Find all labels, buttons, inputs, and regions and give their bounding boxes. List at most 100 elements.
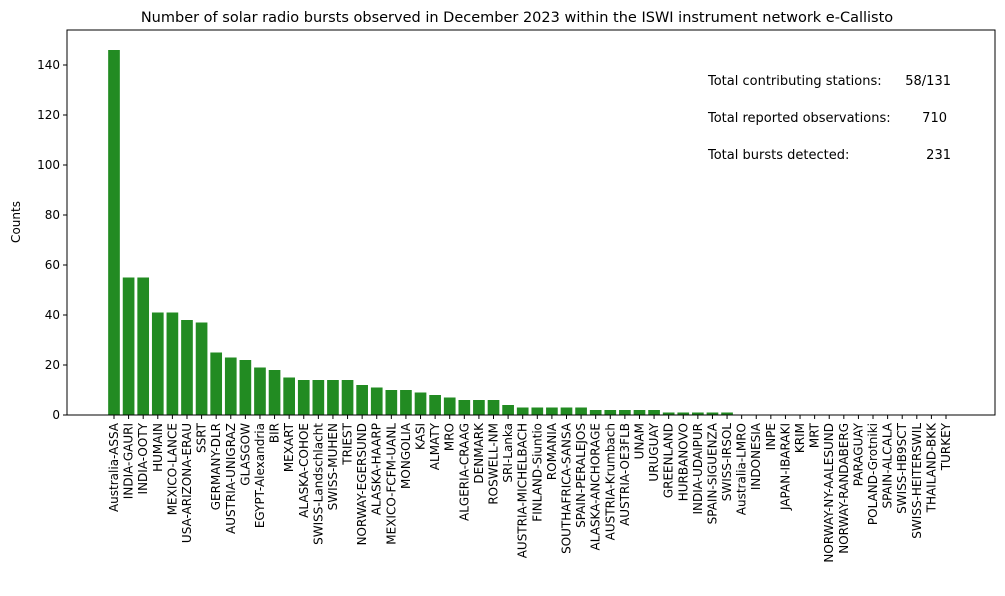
x-tick-label: ROSWELL-NM <box>487 423 501 505</box>
x-tick-label: GREENLAND <box>662 423 676 498</box>
bar-alaska-anchorage <box>589 410 602 415</box>
x-tick-label: MRO <box>443 423 457 451</box>
x-tick-label: MEXICO-FCFM-UANL <box>384 423 398 545</box>
bar-ssrt <box>195 322 208 415</box>
y-tick-label: 140 <box>37 58 60 72</box>
bar-spain-peralejos <box>575 407 587 415</box>
y-tick-label: 80 <box>45 208 60 222</box>
x-tick-label: GLASGOW <box>238 423 252 486</box>
x-tick-label: ALASKA-ANCHORAGE <box>589 423 603 550</box>
x-tick-label: SRI-Lanka <box>501 423 515 483</box>
x-tick-label: Australia-ASSA <box>107 422 121 512</box>
x-tick-label: SWISS-Landschlacht <box>311 423 325 545</box>
stat-stations-value: 58/131 <box>905 74 951 89</box>
x-tick-label: AUSTRIA-UNIGRAZ <box>224 423 238 534</box>
bar-roswell-nm <box>487 400 500 415</box>
chart-title: Number of solar radio bursts observed in… <box>141 10 893 26</box>
x-tick-label: AUSTRIA-MICHELBACH <box>516 423 530 558</box>
bar-almaty <box>429 395 441 415</box>
x-tick-label: Australia-LMRO <box>735 423 749 515</box>
bar-mexart <box>283 377 295 415</box>
bar-austria-krumbach <box>604 410 617 415</box>
bar-sri-lanka <box>502 405 514 415</box>
x-tick-label: URUGUAY <box>647 422 661 481</box>
bar-india-ooty <box>137 277 150 415</box>
bar-mro <box>443 397 456 415</box>
x-tick-label: MONGOLIA <box>399 422 413 489</box>
x-tick-label: SPAIN-ALCALA <box>881 422 895 508</box>
bar-austria-michelbach <box>516 407 529 415</box>
stat-observations-value: 710 <box>922 111 947 126</box>
bar-india-gauri <box>122 277 135 415</box>
bar-austria-unigraz <box>224 357 237 415</box>
bar-unam <box>633 410 646 415</box>
x-tick-label: AUSTRIA-Krumbach <box>603 423 617 540</box>
x-tick-label: AUSTRIA-OE3FLB <box>618 423 632 526</box>
x-tick-label: KRIM <box>793 423 807 453</box>
stats-box: Total contributing stations: 58/131 Tota… <box>707 74 951 163</box>
y-axis-label: Counts <box>9 201 23 243</box>
x-tick-label: INDIA-UDAIPUR <box>691 423 705 515</box>
bar-greenland <box>662 412 675 415</box>
bar-mexico-fcfm-uanl <box>385 390 398 415</box>
x-tick-label: ALMATY <box>428 422 442 470</box>
y-tick-label: 0 <box>52 408 60 422</box>
bars-group <box>108 50 733 415</box>
y-axis: 0 20 40 60 80 100 120 140 <box>37 58 67 422</box>
bar-uruguay <box>648 410 660 415</box>
y-tick-label: 20 <box>45 358 60 372</box>
bar-austria-oe3flb <box>619 410 631 415</box>
x-tick-label: KASI <box>414 423 428 450</box>
x-tick-label: POLAND-Grotniki <box>866 423 880 525</box>
x-tick-label: ALASKA-HAARP <box>370 423 384 515</box>
bar-denmark <box>473 400 485 415</box>
x-tick-label: NORWAY-EGERSUND <box>355 423 369 545</box>
stat-stations-label: Total contributing stations: <box>707 74 882 89</box>
x-tick-label: EGYPT-Alexandria <box>253 423 267 528</box>
bar-spain-siguenza <box>706 412 719 415</box>
x-tick-label: SWISS-HB9SCT <box>895 422 909 513</box>
x-tick-label: SWISS-HEITERSWIL <box>910 423 924 539</box>
x-tick-label: THAILAND-BKK <box>924 422 938 513</box>
x-tick-label: ALASKA-COHOE <box>297 423 311 518</box>
x-tick-label: SSRT <box>195 422 209 453</box>
bar-norway-egersund <box>356 385 368 415</box>
bar-bir <box>268 370 281 415</box>
stat-bursts-value: 231 <box>926 148 951 163</box>
y-tick-label: 40 <box>45 308 60 322</box>
bar-hurbanovo <box>677 412 690 415</box>
bar-triest <box>341 380 354 415</box>
bar-algeria-craag <box>458 400 471 415</box>
x-tick-label: SOUTHAFRICA-SANSA <box>559 422 573 554</box>
x-tick-label: NORWAY-RANDABERG <box>837 423 851 554</box>
bar-egypt-alexandria <box>254 367 266 415</box>
bar-romania <box>546 407 558 415</box>
y-tick-label: 100 <box>37 158 60 172</box>
x-axis: Australia-ASSA INDIA-GAURI INDIA-OOTY HUMAI… <box>107 415 953 563</box>
x-tick-label: PARAGUAY <box>851 422 865 486</box>
plot-frame <box>66 29 996 416</box>
bar-australia-assa <box>108 50 120 415</box>
bar-glasgow <box>239 360 252 415</box>
x-tick-label: ALGERIA-CRAAG <box>457 423 471 521</box>
x-tick-label: SWISS-IRSOL <box>720 423 734 502</box>
bar-humain <box>151 312 164 415</box>
x-tick-label: INPE <box>764 423 778 450</box>
x-tick-label: MRT <box>808 422 822 448</box>
x-tick-label: MEXICO-LANCE <box>165 423 179 515</box>
x-tick-label: GERMANY-DLR <box>209 423 223 510</box>
x-tick-label: UNAM <box>632 423 646 459</box>
x-tick-label: TRIEST <box>341 422 355 465</box>
bar-southafrica-sansa <box>560 407 573 415</box>
x-tick-label: USA-ARIZONA-ERAU <box>180 423 194 543</box>
x-tick-label: NORWAY-NY-AALESUND <box>822 423 836 563</box>
x-tick-label: DENMARK <box>472 422 486 484</box>
x-tick-label: TURKEY <box>939 422 953 471</box>
bar-mexico-lance <box>166 312 179 415</box>
bar-finland-siuntio <box>531 407 544 415</box>
x-tick-label: SWISS-MUHEN <box>326 423 340 510</box>
bar-usa-arizona-erau <box>181 320 193 415</box>
bar-kasi <box>414 392 427 415</box>
x-tick-label: JAPAN-IBARAKI <box>778 423 792 511</box>
